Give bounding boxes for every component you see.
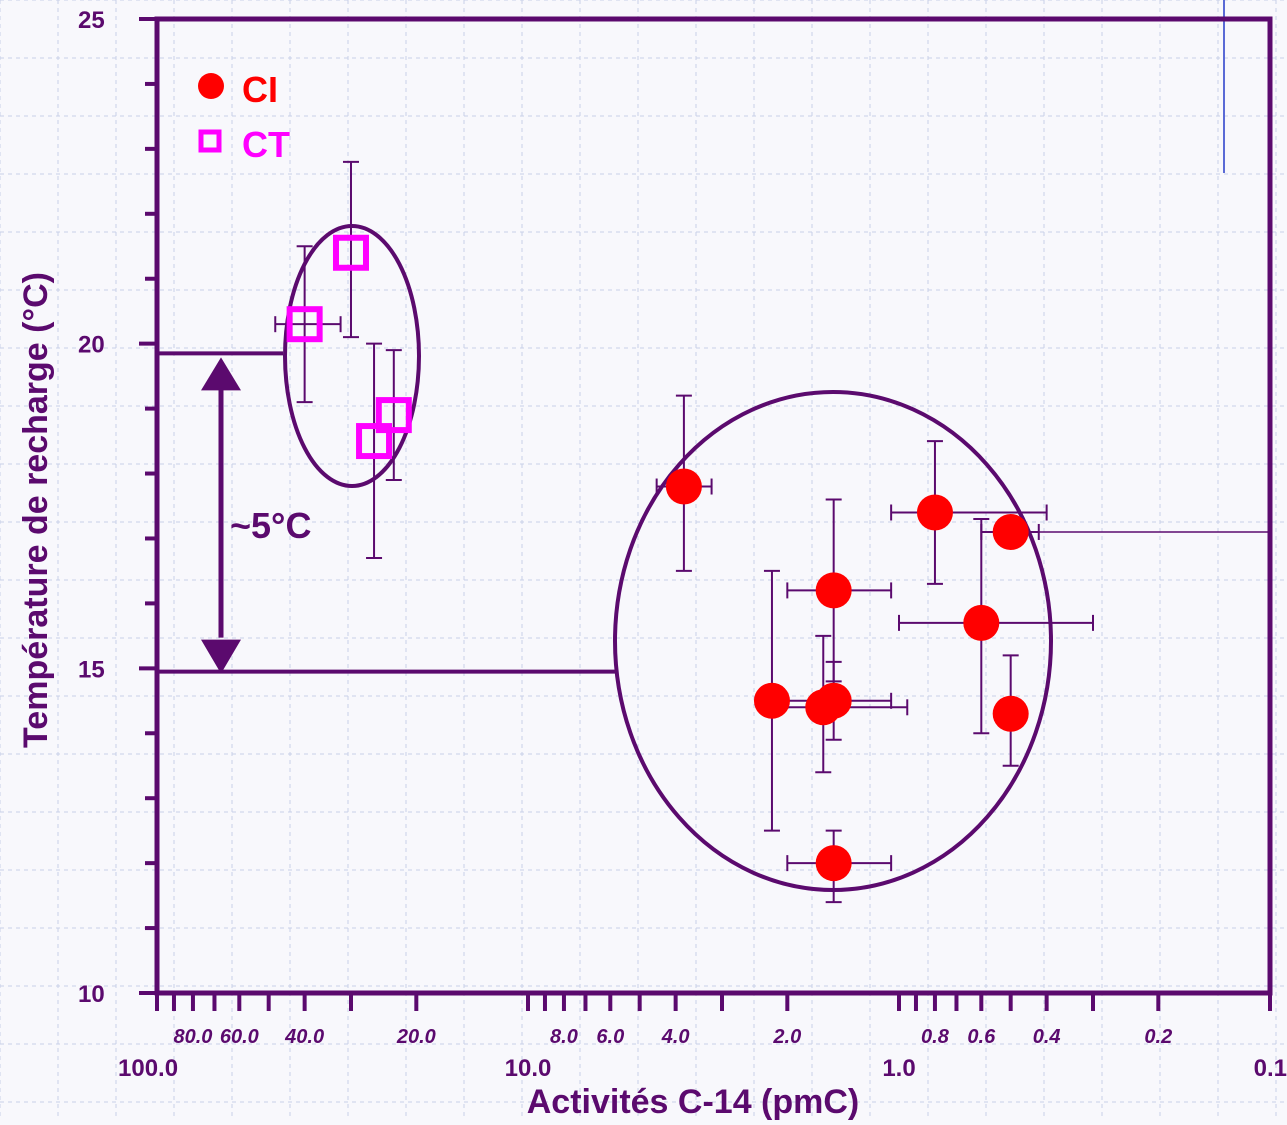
ci-data-point <box>916 494 953 531</box>
delta-temperature-label: ~5°C <box>230 505 311 546</box>
ci-data-point <box>992 695 1029 732</box>
ct-group-ellipse <box>283 224 421 488</box>
x-minor-tick-label: 60.0 <box>220 1026 259 1048</box>
x-minor-tick-label: 0.6 <box>967 1026 996 1048</box>
x-major-tick-label: 1.0 <box>882 1055 915 1082</box>
x-minor-tick-label: 20.0 <box>396 1026 436 1048</box>
x-major-tick-label: 10.0 <box>505 1055 552 1082</box>
legend-ci-marker <box>198 73 224 99</box>
ci-data-point <box>753 682 790 719</box>
ci-data-point <box>815 682 852 719</box>
x-minor-tick-label: 8.0 <box>550 1026 578 1048</box>
ci-data-point <box>815 572 852 609</box>
y-tick-label: 15 <box>78 656 105 683</box>
arrow-head-down <box>201 639 241 674</box>
x-minor-tick-label: 0.2 <box>1144 1026 1172 1048</box>
x-minor-tick-label: 6.0 <box>596 1026 624 1048</box>
ct-data-point <box>356 423 393 460</box>
x-minor-tick-label: 0.8 <box>921 1026 950 1048</box>
ci-data-point <box>815 845 852 882</box>
ct-data-point <box>375 397 412 434</box>
plot-frame <box>154 16 1273 996</box>
data-points <box>286 234 1029 882</box>
arrow-head-up <box>201 357 241 391</box>
annotation-shapes <box>157 0 1270 892</box>
y-tick-label: 20 <box>78 332 105 359</box>
x-minor-tick-label: 0.4 <box>1033 1026 1061 1048</box>
x-major-tick-label: 100.0 <box>118 1055 178 1082</box>
ci-data-point <box>665 468 702 505</box>
x-minor-tick-label: 2.0 <box>772 1026 801 1048</box>
x-major-tick-label: 0.1 <box>1254 1055 1287 1082</box>
legend-ci-label: CI <box>242 69 278 110</box>
legend-ct-label: CT <box>242 124 290 165</box>
x-axis-title: Activités C-14 (pmC) <box>527 1083 860 1120</box>
y-axis-title: Température de recharge (°C) <box>17 272 55 748</box>
ci-data-point <box>963 604 1000 641</box>
y-tick-label: 25 <box>78 7 105 34</box>
y-tick-label: 10 <box>78 981 105 1008</box>
axes: 25 20 15 10 100.0 10.0 1.0 0.1 80.0 60.0 40.0 20.0 8… <box>78 7 1287 1082</box>
ct-data-point <box>286 306 323 343</box>
legend-ct-marker <box>198 129 222 153</box>
x-minor-tick-label: 4.0 <box>661 1026 690 1048</box>
ct-data-point <box>332 234 369 271</box>
x-minor-tick-label: 40.0 <box>284 1026 324 1048</box>
legend: CI CT <box>198 69 290 165</box>
x-minor-tick-label: 80.0 <box>173 1026 212 1048</box>
error-bars <box>274 160 1094 904</box>
ci-data-point <box>992 513 1029 550</box>
